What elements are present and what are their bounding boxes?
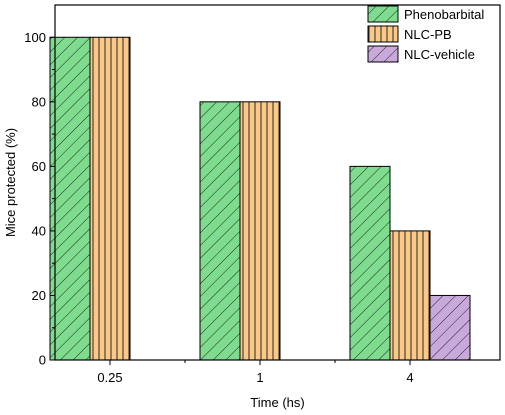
- x-tick-label: 0.25: [97, 370, 122, 385]
- y-tick-label: 60: [32, 159, 46, 174]
- x-axis-label: Time (hs): [250, 395, 304, 410]
- legend-swatch: [367, 25, 399, 43]
- bar: [49, 36, 91, 361]
- bar: [389, 230, 431, 361]
- legend-label: NLC-PB: [404, 27, 452, 42]
- bar: [89, 36, 131, 361]
- axes-group: 0 20 40 60 80 100 0.25 1 4: [24, 4, 501, 385]
- y-tick-label: 100: [24, 30, 46, 45]
- bars-group: [49, 36, 471, 361]
- y-axis-label: Mice protected (%): [3, 128, 18, 237]
- y-tick-label: 80: [32, 94, 46, 109]
- y-tick-label: 20: [32, 288, 46, 303]
- x-tick-label: 4: [406, 370, 413, 385]
- x-tick-label: 1: [256, 370, 263, 385]
- legend: Phenobarbital NLC-PB NLC-vehicle: [367, 5, 484, 63]
- bar: [429, 294, 471, 361]
- legend-label: Phenobarbital: [404, 7, 484, 22]
- y-tick-label: 40: [32, 223, 46, 238]
- legend-swatch: [367, 5, 399, 23]
- bar: [349, 165, 391, 361]
- y-tick-label: 0: [39, 353, 46, 368]
- legend-swatch: [367, 45, 399, 63]
- plot-frame: [54, 4, 501, 361]
- legend-label: NLC-vehicle: [404, 47, 475, 62]
- bar: [199, 101, 241, 361]
- bar: [239, 101, 281, 361]
